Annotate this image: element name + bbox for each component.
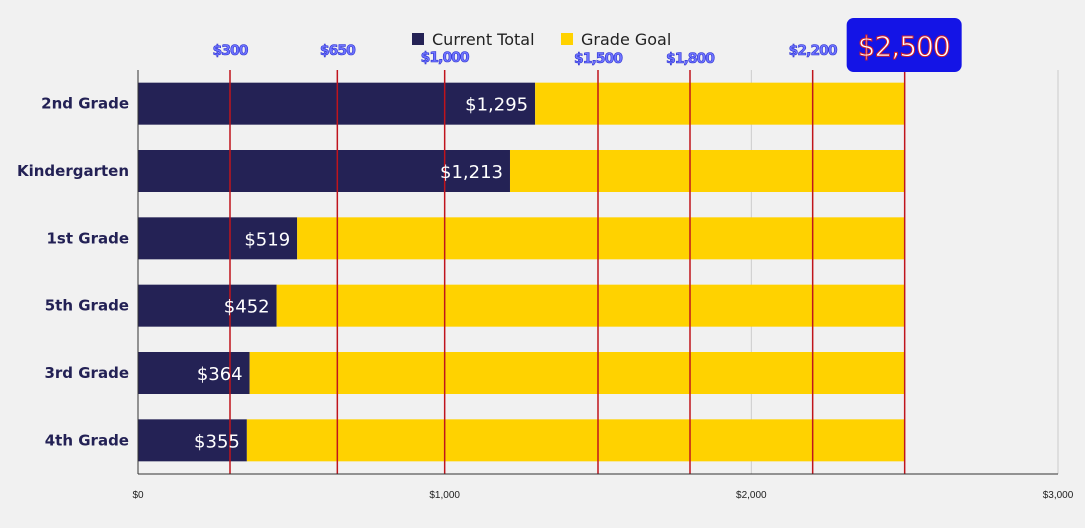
- bar-grade-goal: [535, 82, 905, 125]
- legend-label: Grade Goal: [581, 30, 671, 49]
- milestone-label: $650: [320, 43, 356, 59]
- bar-series: [138, 82, 905, 462]
- category-label: 4th Grade: [45, 431, 129, 449]
- x-tick-label: $0: [132, 490, 144, 501]
- grid-lines: [444, 70, 1059, 474]
- category-label: 2nd Grade: [41, 95, 129, 113]
- milestone-label: $1,800: [666, 51, 715, 67]
- value-label: $355: [194, 431, 240, 452]
- legend-label: Current Total: [432, 30, 535, 49]
- category-label: Kindergarten: [17, 162, 129, 180]
- milestone-label: $2,200: [789, 43, 838, 59]
- axes: 2nd Grade Kindergarten 1st Grade 5th Grade 3…: [17, 70, 1074, 501]
- bar-grade-goal: [297, 217, 905, 260]
- x-tick-label: $1,000: [429, 490, 460, 501]
- value-label: $364: [197, 364, 243, 385]
- value-label: $1,213: [440, 162, 503, 183]
- bar-grade-goal: [246, 419, 905, 462]
- category-label: 3rd Grade: [44, 364, 129, 382]
- bar-current-total: [138, 150, 510, 192]
- goal-badge-label: $2,500: [858, 30, 950, 63]
- x-tick-label: $3,000: [1043, 490, 1074, 501]
- bar-current-total: [138, 419, 247, 462]
- bar-grade-goal: [509, 150, 905, 192]
- milestone-label: $1,000: [421, 50, 470, 66]
- legend-swatch: [412, 33, 424, 45]
- legend: Current Total Grade Goal: [412, 30, 671, 49]
- bar-current-total: [138, 352, 250, 394]
- bar-current-total: [138, 82, 536, 125]
- bar-grade-goal: [276, 284, 905, 327]
- category-label: 5th Grade: [45, 297, 129, 315]
- bar-current-total: [138, 284, 277, 327]
- bar-current-total: [138, 217, 298, 260]
- legend-swatch: [561, 33, 573, 45]
- category-label: 1st Grade: [47, 229, 130, 247]
- data-labels: $1,295 $1,213 $519 $452 $364 $355: [194, 95, 528, 453]
- goal-badge: [846, 18, 962, 72]
- milestone-label: $1,500: [574, 51, 623, 67]
- value-label: $452: [224, 297, 270, 318]
- value-label: $519: [244, 229, 290, 250]
- milestone-label: $300: [213, 43, 249, 59]
- bar-grade-goal: [249, 352, 905, 394]
- milestone-lines: $300 $650 $1,000 $1,500 $1,800 $2,200 $2,500: [212, 18, 962, 474]
- x-tick-label: $2,000: [736, 490, 767, 501]
- value-label: $1,295: [465, 95, 528, 116]
